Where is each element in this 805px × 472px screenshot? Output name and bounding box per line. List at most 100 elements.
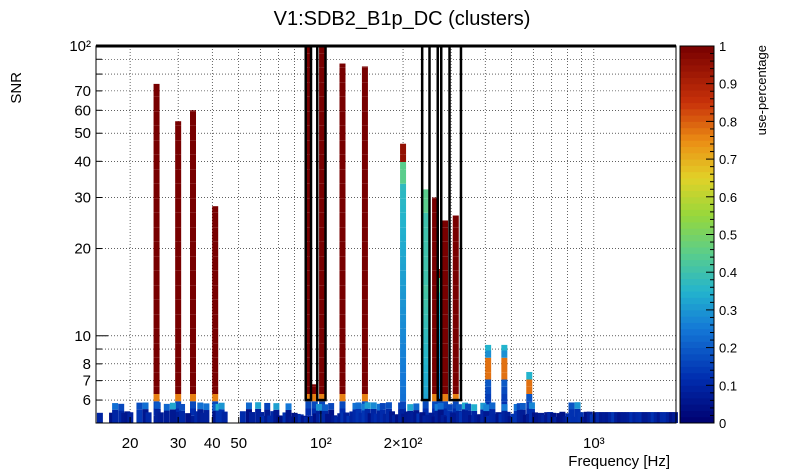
heatmap-cell — [635, 412, 642, 423]
heatmap-cell — [212, 321, 219, 329]
heatmap-cell — [185, 413, 192, 423]
x-ticks: 20 30 40 50 10² 2×10² 10³ — [122, 411, 605, 452]
heatmap-cell — [212, 379, 219, 387]
heatmap-cell — [153, 241, 160, 249]
heatmap-cell — [190, 133, 197, 141]
heatmap-cell — [153, 104, 160, 112]
heatmap-cell — [485, 365, 492, 373]
heatmap-cell — [452, 249, 459, 257]
heatmap-cell — [305, 104, 312, 112]
heatmap-cell — [153, 379, 160, 387]
heatmap-cell — [605, 412, 612, 423]
heatmap-cell — [361, 278, 368, 286]
colorbar-tick-label: 0.6 — [719, 190, 737, 205]
heatmap-cell — [175, 227, 182, 235]
colorbar-swatch — [680, 272, 714, 279]
heatmap-cell — [632, 412, 639, 423]
heatmap-cell — [305, 220, 312, 228]
colorbar-swatch — [680, 347, 714, 355]
heatmap-cell — [175, 292, 182, 300]
heatmap-cell — [212, 404, 219, 411]
heatmap-cell — [305, 394, 312, 402]
heatmap-cell — [339, 89, 346, 97]
heatmap-cell — [319, 125, 326, 133]
heatmap-cell — [175, 394, 182, 402]
heatmap-cell — [361, 104, 368, 112]
colorbar-swatch — [680, 404, 714, 411]
heatmap-cell — [525, 413, 532, 423]
heatmap-cell — [175, 140, 182, 148]
heatmap-cell — [436, 321, 443, 329]
heatmap-cell — [425, 414, 432, 423]
heatmap-cell — [361, 328, 368, 336]
heatmap-cell — [305, 198, 312, 206]
heatmap-cell — [432, 357, 439, 365]
heatmap-cell — [319, 307, 326, 315]
y-tick-label: 10 — [74, 328, 91, 345]
heatmap-cell — [364, 408, 371, 423]
heatmap-cell — [436, 350, 443, 358]
heatmap-cell — [319, 75, 326, 83]
heatmap-cell — [413, 403, 420, 411]
heatmap-cell — [212, 263, 219, 271]
heatmap-cell — [319, 379, 326, 387]
heatmap-cell — [452, 292, 459, 300]
heatmap-cell — [595, 412, 602, 423]
heatmap-cell — [305, 278, 312, 286]
heatmap-cell — [442, 256, 449, 264]
heatmap-cell — [175, 307, 182, 315]
heatmap-cell — [442, 386, 449, 394]
heatmap-cell — [153, 314, 160, 322]
heatmap-cell — [519, 409, 526, 423]
heatmap-cell — [436, 278, 443, 286]
heatmap-cell — [442, 357, 449, 365]
heatmap-cell — [361, 162, 368, 170]
heatmap-cell — [465, 403, 472, 411]
heatmap-cell — [175, 133, 182, 141]
heatmap-cell — [163, 410, 170, 423]
heatmap-cell — [153, 249, 160, 257]
heatmap-cell — [486, 415, 493, 423]
heatmap-cell — [468, 415, 475, 423]
heatmap-cell — [339, 336, 346, 344]
heatmap-cell — [422, 408, 429, 416]
heatmap-cell — [452, 328, 459, 336]
heatmap-cell — [175, 299, 182, 307]
heatmap-cell — [436, 314, 443, 322]
y-tick-label: 50 — [74, 125, 91, 142]
heatmap-cell — [175, 191, 182, 199]
heatmap-cell — [153, 83, 160, 90]
heatmap-cell — [400, 162, 407, 170]
heatmap-cell — [339, 241, 346, 249]
heatmap-cell — [422, 314, 429, 322]
colorbar-swatch — [680, 52, 714, 60]
heatmap-cell — [528, 408, 535, 423]
heatmap-cell — [175, 285, 182, 293]
colorbar-swatch — [680, 379, 714, 386]
heatmap-cell — [400, 386, 407, 394]
heatmap-cell — [400, 328, 407, 336]
heatmap-cell — [142, 402, 149, 410]
heatmap-cell — [169, 402, 176, 410]
y-tick-label: 70 — [74, 83, 91, 100]
heatmap-cell — [175, 241, 182, 249]
heatmap-cell — [501, 386, 508, 394]
heatmap-cell — [361, 386, 368, 394]
heatmap-cell — [190, 292, 197, 300]
colorbar-swatch — [680, 121, 714, 129]
heatmap-cell — [305, 321, 312, 329]
heatmap-cell — [442, 249, 449, 257]
heatmap-cell — [190, 249, 197, 257]
heatmap-cell — [175, 147, 182, 155]
heatmap-cell — [212, 270, 219, 278]
heatmap-cell — [501, 379, 508, 387]
heatmap-cell — [339, 227, 346, 235]
heatmap-cell — [501, 372, 508, 380]
heatmap-cell — [413, 410, 420, 423]
heatmap-cell — [212, 372, 219, 380]
heatmap-cell — [339, 314, 346, 322]
heatmap-cell — [343, 412, 350, 423]
heatmap-cell — [215, 403, 222, 411]
heatmap-cell — [400, 176, 407, 184]
heatmap-cell — [175, 249, 182, 257]
